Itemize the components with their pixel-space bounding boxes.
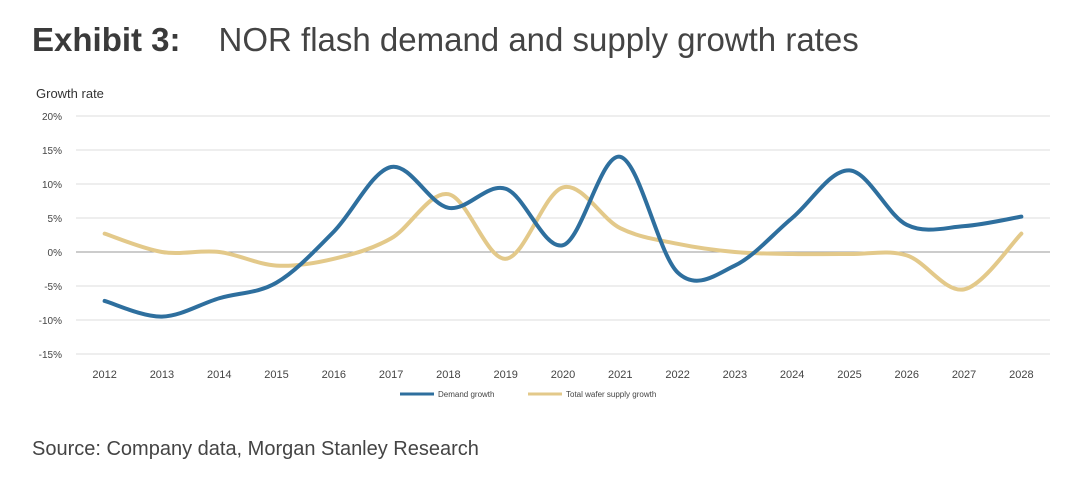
- x-tick-label: 2014: [207, 369, 231, 381]
- x-tick-label: 2013: [150, 369, 174, 381]
- x-tick-label: 2016: [322, 369, 346, 381]
- x-tick-label: 2018: [436, 369, 460, 381]
- x-tick-label: 2019: [493, 369, 517, 381]
- legend-label: Demand growth: [438, 390, 494, 399]
- exhibit-title: Exhibit 3: NOR flash demand and supply gr…: [32, 20, 859, 60]
- x-tick-label: 2027: [952, 369, 976, 381]
- legend-label: Total wafer supply growth: [566, 390, 656, 399]
- x-tick-label: 2028: [1009, 369, 1033, 381]
- x-tick-label: 2021: [608, 369, 632, 381]
- x-tick-label: 2022: [665, 369, 689, 381]
- gridlines: [76, 115, 1050, 355]
- x-tick-label: 2017: [379, 369, 403, 381]
- y-axis-label: Growth rate: [36, 86, 104, 101]
- x-tick-label: 2015: [264, 369, 288, 381]
- x-tick-label: 2023: [723, 369, 747, 381]
- series-lines: [102, 154, 1024, 319]
- line-chart: -15%-10%-5%0%5%10%15%20% 2012 2013 2014 201…: [36, 86, 1050, 399]
- x-axis: 2012 2013 2014 2015 2016 2017 2018 2019 2020 2021…: [92, 369, 1033, 381]
- x-tick-label: 2025: [837, 369, 861, 381]
- legend: Demand growth Total wafer supply growth: [400, 390, 656, 399]
- y-tick-label: 15%: [42, 146, 62, 157]
- y-tick-label: -5%: [44, 282, 62, 293]
- x-tick-label: 2012: [92, 369, 116, 381]
- y-tick-label: -15%: [39, 350, 62, 361]
- y-tick-label: 5%: [48, 214, 63, 225]
- x-tick-label: 2026: [895, 369, 919, 381]
- y-tick-label: 20%: [42, 112, 62, 123]
- source-note: Source: Company data, Morgan Stanley Res…: [32, 438, 479, 460]
- y-tick-label: 10%: [42, 180, 62, 191]
- series-line-demand-growth: [102, 154, 1024, 319]
- x-tick-label: 2020: [551, 369, 575, 381]
- y-axis: -15% -10% -5% 0% 5% 10% 15% 20%: [39, 112, 62, 361]
- y-tick-label: 0%: [48, 248, 63, 259]
- series-line-supply-growth: [102, 185, 1024, 292]
- page-title: NOR flash demand and supply growth rates: [218, 21, 859, 58]
- exhibit-label: Exhibit 3:: [32, 21, 181, 58]
- x-tick-label: 2024: [780, 369, 804, 381]
- y-tick-label: -10%: [39, 316, 62, 327]
